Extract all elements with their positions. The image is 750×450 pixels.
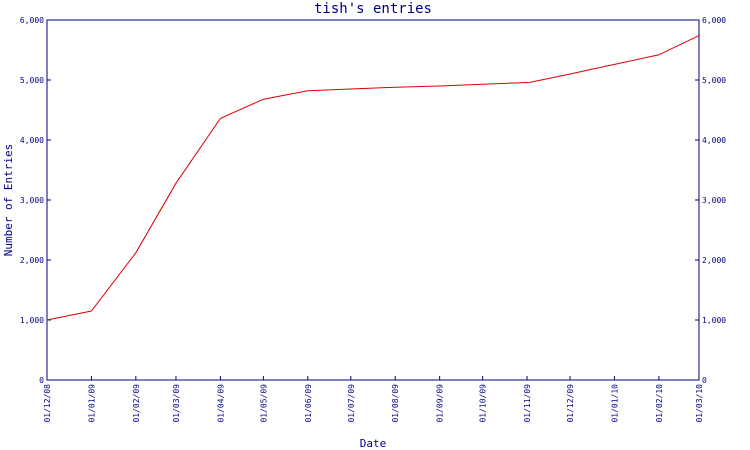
x-tick-label: 01/04/09 bbox=[216, 384, 225, 423]
x-tick-label: 01/12/09 bbox=[566, 384, 575, 423]
y-tick-label-left: 2,000 bbox=[20, 256, 44, 265]
x-tick-label: 01/01/10 bbox=[610, 384, 619, 423]
y-axis-label: Number of Entries bbox=[2, 144, 15, 257]
x-tick-label: 01/08/09 bbox=[391, 384, 400, 423]
y-tick-label-right: 1,000 bbox=[702, 316, 726, 325]
y-tick-label-left: 5,000 bbox=[20, 76, 44, 85]
plot-frame bbox=[46, 19, 700, 381]
y-tick-label-right: 0 bbox=[702, 376, 707, 385]
x-tick-label: 01/02/10 bbox=[655, 384, 664, 423]
y-tick-label-right: 3,000 bbox=[702, 196, 726, 205]
y-tick-label-right: 4,000 bbox=[702, 136, 726, 145]
x-tick-label: 01/03/10 bbox=[695, 384, 704, 423]
x-tick-label: 01/01/09 bbox=[87, 384, 96, 423]
y-axis-left: 0 1,000 2,000 3,000 4,000 5,000 6,000 bbox=[20, 16, 51, 385]
x-tick-label: 01/07/09 bbox=[347, 384, 356, 423]
x-tick-label: 01/11/09 bbox=[523, 384, 532, 423]
x-axis: 01/12/08 01/01/09 01/02/09 01/03/09 01/04/09… bbox=[43, 376, 704, 423]
series-line bbox=[46, 35, 700, 321]
y-tick-label-left: 4,000 bbox=[20, 136, 44, 145]
y-axis-right: 0 1,000 2,000 3,000 4,000 5,000 6,000 bbox=[695, 16, 726, 385]
x-axis-label: Date bbox=[360, 437, 387, 450]
x-tick-label: 01/02/09 bbox=[132, 384, 141, 423]
x-tick-label: 01/03/09 bbox=[172, 384, 181, 423]
y-tick-label-left: 3,000 bbox=[20, 196, 44, 205]
x-tick-label: 01/05/09 bbox=[259, 384, 268, 423]
y-tick-label-left: 1,000 bbox=[20, 316, 44, 325]
y-tick-label-left: 0 bbox=[39, 376, 44, 385]
y-tick-label-right: 6,000 bbox=[702, 16, 726, 25]
x-tick-label: 01/09/09 bbox=[436, 384, 445, 423]
y-tick-label-right: 5,000 bbox=[702, 76, 726, 85]
chart-title: tish's entries bbox=[314, 1, 432, 17]
x-tick-label: 01/10/09 bbox=[479, 384, 488, 423]
x-tick-label: 01/06/09 bbox=[304, 384, 313, 423]
y-tick-label-right: 2,000 bbox=[702, 256, 726, 265]
y-tick-label-left: 6,000 bbox=[20, 16, 44, 25]
x-tick-label: 01/12/08 bbox=[43, 384, 52, 423]
